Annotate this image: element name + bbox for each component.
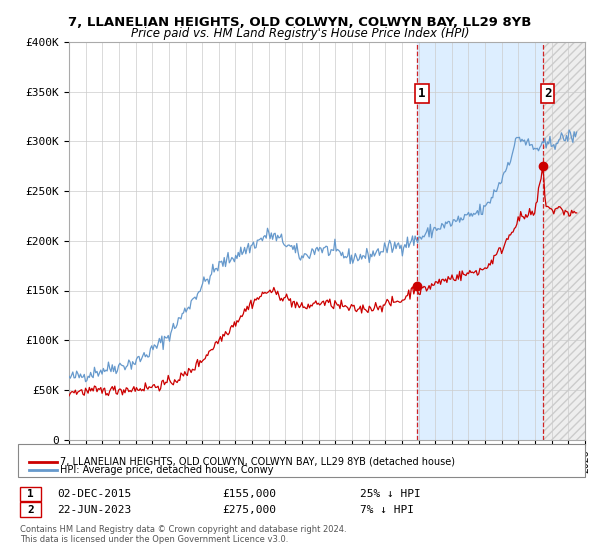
Text: 7, LLANELIAN HEIGHTS, OLD COLWYN, COLWYN BAY, LL29 8YB (detached house): 7, LLANELIAN HEIGHTS, OLD COLWYN, COLWYN… xyxy=(60,457,455,467)
Text: £155,000: £155,000 xyxy=(222,489,276,499)
Text: 7, LLANELIAN HEIGHTS, OLD COLWYN, COLWYN BAY, LL29 8YB: 7, LLANELIAN HEIGHTS, OLD COLWYN, COLWYN… xyxy=(68,16,532,29)
Bar xyxy=(417,42,543,440)
Text: HPI: Average price, detached house, Conwy: HPI: Average price, detached house, Conw… xyxy=(60,465,274,475)
Text: £275,000: £275,000 xyxy=(222,505,276,515)
Text: 25% ↓ HPI: 25% ↓ HPI xyxy=(360,489,421,499)
Text: 22-JUN-2023: 22-JUN-2023 xyxy=(57,505,131,515)
Text: 1: 1 xyxy=(418,87,425,100)
Text: Contains HM Land Registry data © Crown copyright and database right 2024.
This d: Contains HM Land Registry data © Crown c… xyxy=(20,525,346,544)
Text: Price paid vs. HM Land Registry's House Price Index (HPI): Price paid vs. HM Land Registry's House … xyxy=(131,27,469,40)
Text: 2: 2 xyxy=(27,505,34,515)
Bar xyxy=(543,42,585,440)
Text: 7% ↓ HPI: 7% ↓ HPI xyxy=(360,505,414,515)
Text: 2: 2 xyxy=(544,87,551,100)
Text: 1: 1 xyxy=(27,489,34,499)
Text: 02-DEC-2015: 02-DEC-2015 xyxy=(57,489,131,499)
